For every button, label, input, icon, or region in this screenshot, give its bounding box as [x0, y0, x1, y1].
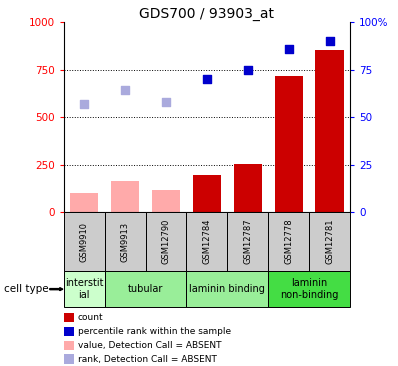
Text: GSM9913: GSM9913: [121, 221, 130, 262]
Text: GSM12784: GSM12784: [203, 219, 211, 264]
Text: interstit
ial: interstit ial: [65, 278, 103, 300]
Title: GDS700 / 93903_at: GDS700 / 93903_at: [139, 7, 275, 21]
Text: laminin binding: laminin binding: [189, 284, 265, 294]
Point: [204, 76, 210, 82]
Bar: [105, 271, 187, 307]
Point: [122, 87, 128, 93]
Bar: [70, 193, 98, 212]
Bar: [309, 212, 350, 271]
Bar: [268, 271, 350, 307]
Bar: [268, 212, 309, 271]
Point: [327, 38, 333, 44]
Text: percentile rank within the sample: percentile rank within the sample: [78, 327, 231, 336]
Text: GSM12781: GSM12781: [325, 219, 334, 264]
Bar: [64, 271, 105, 307]
Bar: [152, 190, 180, 212]
Bar: [234, 164, 262, 212]
Text: count: count: [78, 313, 103, 322]
Text: GSM12790: GSM12790: [162, 219, 170, 264]
Bar: [105, 212, 146, 271]
Bar: [111, 181, 139, 212]
Bar: [193, 175, 221, 212]
Bar: [275, 76, 303, 212]
Bar: [187, 271, 268, 307]
Text: GSM12778: GSM12778: [284, 219, 293, 264]
Point: [163, 99, 169, 105]
Bar: [316, 49, 344, 212]
Text: GSM9910: GSM9910: [80, 221, 89, 262]
Bar: [227, 212, 268, 271]
Bar: [187, 212, 227, 271]
Text: GSM12787: GSM12787: [244, 219, 252, 264]
Bar: [146, 212, 187, 271]
Text: cell type: cell type: [4, 284, 49, 294]
Point: [245, 67, 251, 72]
Text: rank, Detection Call = ABSENT: rank, Detection Call = ABSENT: [78, 355, 217, 364]
Text: value, Detection Call = ABSENT: value, Detection Call = ABSENT: [78, 341, 221, 350]
Point: [286, 46, 292, 52]
Text: laminin
non-binding: laminin non-binding: [280, 278, 338, 300]
Point: [81, 101, 87, 107]
Text: tubular: tubular: [128, 284, 163, 294]
Bar: [64, 212, 105, 271]
